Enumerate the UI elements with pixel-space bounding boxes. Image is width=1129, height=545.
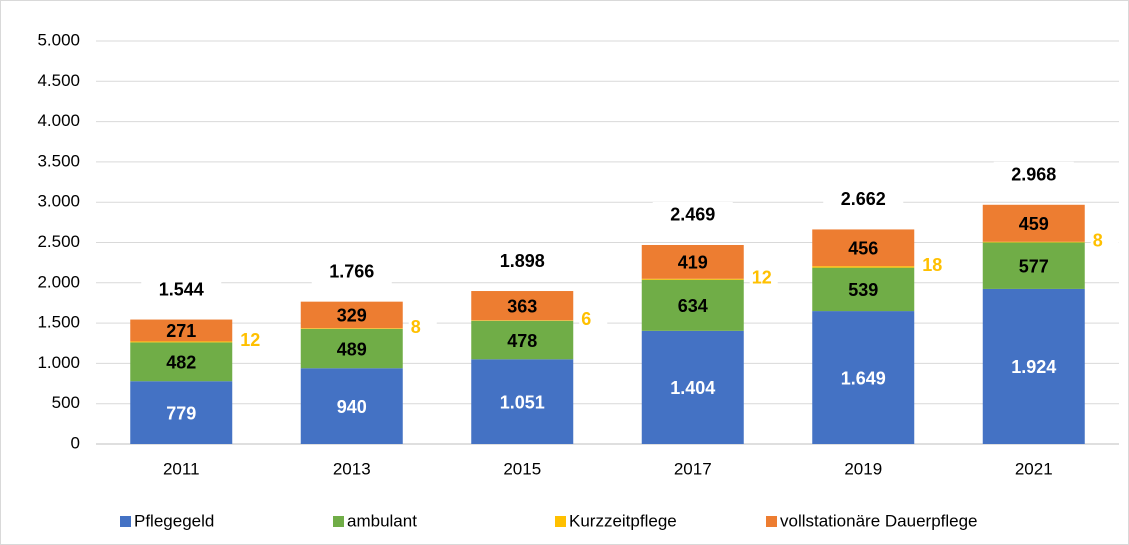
total-label: 2.469 (670, 205, 715, 225)
y-tick-label: 1.500 (37, 313, 80, 332)
bar-segment (982, 242, 1085, 289)
label-bg (238, 327, 267, 356)
data-label: 12 (752, 268, 772, 288)
data-label: 456 (848, 239, 878, 259)
y-tick-label: 2.000 (37, 272, 80, 291)
data-label: 539 (848, 280, 878, 300)
label-bg (408, 314, 437, 343)
data-label: 329 (337, 306, 367, 326)
bar-segment (300, 368, 403, 444)
y-tick-label: 0 (71, 433, 80, 452)
y-tick-label: 5.000 (37, 30, 80, 49)
total-label: 1.544 (159, 279, 204, 299)
bar-segment (471, 320, 574, 360)
bar-segment (130, 381, 233, 444)
data-label: 482 (166, 353, 196, 373)
data-label: 940 (337, 397, 367, 417)
data-label: 634 (678, 296, 708, 316)
x-tick-label: 2021 (1015, 459, 1053, 478)
bar-segment (812, 229, 915, 267)
bar-segment (130, 342, 233, 382)
x-tick-label: 2011 (163, 459, 200, 478)
bar-segment (812, 266, 915, 268)
y-tick-label: 3.500 (37, 151, 80, 170)
y-tick-label: 1.000 (37, 353, 80, 372)
bar-segment (982, 288, 1085, 444)
total-label: 1.898 (500, 251, 545, 271)
label-bg (579, 306, 608, 335)
label-bg (1090, 227, 1119, 256)
data-label: 1.404 (670, 378, 715, 398)
label-bg (993, 161, 1074, 190)
label-bg (823, 186, 904, 215)
bar-segment (812, 311, 915, 444)
bar-segment (641, 330, 744, 444)
data-label: 8 (411, 317, 421, 337)
x-tick-label: 2017 (674, 459, 712, 478)
bar-segment (300, 328, 403, 329)
bar-segment (982, 204, 1085, 242)
x-tick-label: 2019 (844, 459, 882, 478)
label-bg (311, 258, 392, 287)
data-label: 1.051 (500, 392, 545, 412)
bar-segment (982, 241, 1085, 243)
data-label: 271 (166, 321, 196, 341)
bar-segment (641, 279, 744, 331)
data-label: 12 (240, 330, 260, 350)
y-tick-label: 3.000 (37, 192, 80, 211)
y-tick-label: 4.500 (37, 71, 80, 90)
data-label: 363 (507, 296, 537, 316)
bar-segment (641, 244, 744, 279)
data-label: 478 (507, 331, 537, 351)
label-bg (482, 248, 563, 277)
total-label: 2.968 (1011, 165, 1056, 185)
bar-segment (300, 328, 403, 369)
legend-label: vollstationäre Dauerpflege (780, 511, 978, 530)
legend-swatch (555, 516, 566, 527)
legend-label: Pflegegeld (134, 511, 214, 530)
data-label: 6 (581, 309, 591, 329)
y-tick-label: 500 (52, 393, 80, 412)
legend-label: Kurzzeitpflege (569, 511, 677, 530)
data-label: 8 (1093, 231, 1103, 251)
data-label: 577 (1019, 256, 1049, 276)
bar-segment (641, 278, 744, 280)
data-label: 489 (337, 339, 367, 359)
total-label: 2.662 (841, 189, 886, 209)
total-label: 1.766 (329, 261, 374, 281)
bar-segment (130, 341, 233, 343)
bar-segment (812, 267, 915, 312)
bar-segment (471, 359, 574, 444)
bar-segment (130, 319, 233, 342)
data-label: 18 (922, 255, 942, 275)
label-bg (141, 276, 222, 305)
bar-segment (300, 301, 403, 329)
label-bg (652, 201, 733, 230)
data-label: 1.649 (841, 368, 886, 388)
legend-swatch (120, 516, 131, 527)
legend-swatch (333, 516, 344, 527)
legend-label: ambulant (347, 511, 417, 530)
data-label: 779 (166, 403, 196, 423)
x-tick-label: 2013 (333, 459, 371, 478)
x-tick-label: 2015 (503, 459, 541, 478)
label-bg (749, 264, 778, 293)
data-label: 1.924 (1011, 357, 1056, 377)
label-bg (920, 252, 949, 281)
y-tick-label: 4.000 (37, 111, 80, 130)
data-label: 419 (678, 253, 708, 273)
data-label: 459 (1019, 214, 1049, 234)
y-tick-label: 2.500 (37, 232, 80, 251)
legend-swatch (766, 516, 777, 527)
bar-segment (471, 291, 574, 321)
